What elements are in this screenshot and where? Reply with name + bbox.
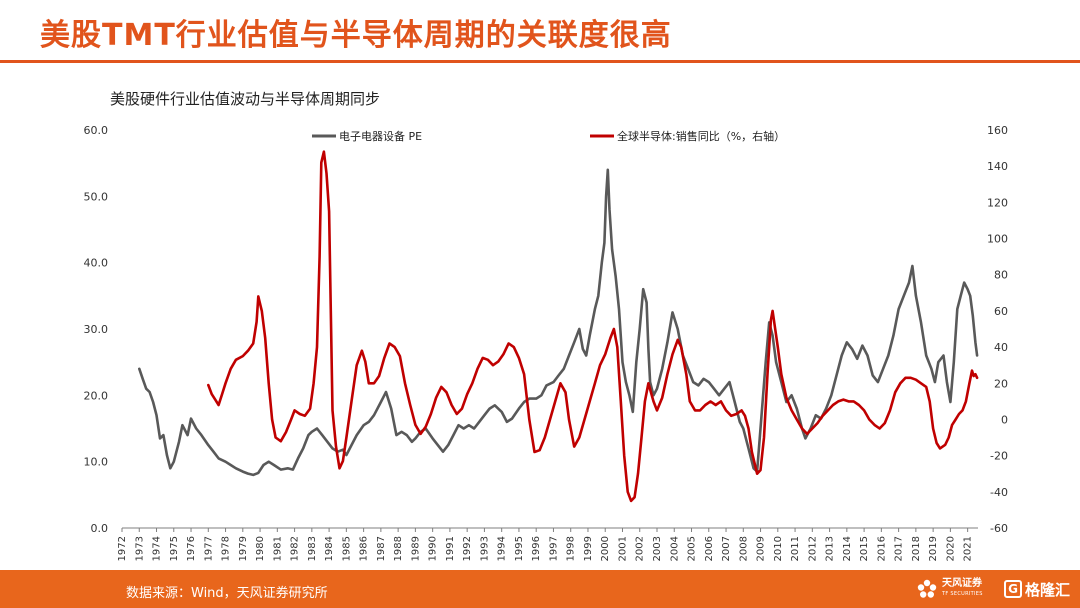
x-tick-label: 1995 — [514, 536, 525, 561]
y-right-tick-label: 80 — [994, 269, 1008, 282]
x-tick-label: 1991 — [445, 536, 456, 561]
y-left-tick-label: 60.0 — [84, 124, 109, 137]
x-tick-label: 2003 — [652, 536, 663, 561]
y-right-tick-label: 160 — [987, 124, 1008, 137]
x-tick-label: 1987 — [376, 536, 387, 561]
x-tick-label: 1985 — [341, 536, 352, 561]
x-tick-label: 1996 — [531, 536, 542, 561]
y-left-tick-label: 0.0 — [91, 522, 109, 535]
x-tick-label: 2021 — [963, 536, 974, 561]
y-right-tick-label: 0 — [1001, 413, 1008, 426]
x-tick-label: 1973 — [134, 536, 145, 561]
x-tick-label: 2016 — [876, 536, 887, 561]
x-tick-label: 1972 — [117, 536, 128, 561]
y-right-tick-label: 40 — [994, 341, 1008, 354]
y-right-tick-label: 140 — [987, 160, 1008, 173]
x-tick-label: 1981 — [272, 536, 283, 561]
tf-securities-logo: 天风证券 TF SECURITIES — [916, 577, 983, 601]
chart: 1972 1973 1974 1975 1976 1977 1978 1979 1980 1981… — [84, 124, 1009, 561]
x-tick-label: 2014 — [842, 536, 853, 561]
y-right-tick-label: -20 — [990, 450, 1008, 463]
y-left-tick-label: 30.0 — [84, 323, 109, 336]
data-source: 数据来源：Wind，天风证券研究所 — [126, 586, 328, 601]
x-tick-label: 1974 — [152, 536, 163, 561]
gelonghui-logo-text: 格隆汇 — [1025, 580, 1071, 599]
x-tick-label: 1983 — [307, 536, 318, 561]
x-tick-label: 1986 — [359, 536, 370, 561]
title-bar: 美股TMT行业估值与半导体周期的关联度很高 — [0, 0, 1080, 63]
y-right-tick-label: 120 — [987, 196, 1008, 209]
y-left-tick-label: 50.0 — [84, 190, 109, 203]
y-right-tick-label: 60 — [994, 305, 1008, 318]
gelonghui-logo: G 格隆汇 — [1004, 578, 1070, 600]
legend-label: 全球半导体:销售同比（%，右轴） — [617, 129, 785, 143]
y-left-tick-label: 20.0 — [84, 389, 109, 402]
x-tick-label: 2004 — [669, 536, 680, 561]
x-tick-label: 1975 — [169, 536, 180, 561]
x-tick-label: 2001 — [617, 536, 628, 561]
x-tick-label: 2013 — [825, 536, 836, 561]
x-tick-label: 1989 — [410, 536, 421, 561]
x-tick-label: 2017 — [894, 536, 905, 561]
legend-label: 电子电器设备 PE — [339, 129, 422, 143]
x-tick-label: 2020 — [945, 536, 956, 561]
title-divider — [0, 60, 1080, 63]
series-line-pe — [138, 168, 979, 477]
series-line-semiconductor — [207, 150, 979, 503]
x-tick-label: 1982 — [290, 536, 301, 561]
x-tick-label: 2002 — [635, 536, 646, 561]
y-right-tick-label: -60 — [990, 522, 1008, 535]
x-tick-label: 1984 — [324, 536, 335, 561]
page-title: 美股TMT行业估值与半导体周期的关联度很高 — [40, 18, 672, 53]
y-left-tick-label: 10.0 — [84, 456, 109, 469]
footer-bar: 数据来源：Wind，天风证券研究所 天风证券 TF SECURITIES G 格… — [0, 570, 1080, 608]
x-tick-label: 1992 — [462, 536, 473, 561]
y-right-tick-label: 100 — [987, 233, 1008, 246]
x-tick-label: 1976 — [186, 536, 197, 561]
x-tick-label: 2011 — [790, 536, 801, 561]
gelonghui-mark-icon: G — [1004, 580, 1022, 598]
x-tick-label: 1980 — [255, 536, 266, 561]
x-tick-label: 1979 — [238, 536, 249, 561]
x-tick-label: 2005 — [687, 536, 698, 561]
x-tick-label: 1988 — [393, 536, 404, 561]
x-tick-label: 1977 — [203, 536, 214, 561]
chart-subtitle: 美股硬件行业估值波动与半导体周期同步 — [110, 90, 381, 108]
x-tick-label: 2007 — [721, 536, 732, 561]
tf-logo-name: 天风证券 — [942, 578, 982, 589]
x-tick-label: 2006 — [704, 536, 715, 561]
x-tick-label: 1990 — [428, 536, 439, 561]
x-tick-label: 2018 — [911, 536, 922, 561]
x-tick-label: 2012 — [807, 536, 818, 561]
y-right-tick-label: -40 — [990, 486, 1008, 499]
x-tick-label: 2015 — [859, 536, 870, 561]
y-right-tick-label: 20 — [994, 377, 1008, 390]
x-tick-label: 1978 — [221, 536, 232, 561]
x-tick-label: 1993 — [479, 536, 490, 561]
x-tick-label: 1997 — [548, 536, 559, 561]
x-tick-label: 2009 — [756, 536, 767, 561]
x-tick-label: 2019 — [928, 536, 939, 561]
x-tick-label: 1994 — [497, 536, 508, 561]
y-left-tick-label: 40.0 — [84, 257, 109, 270]
flower-icon — [917, 579, 937, 598]
x-tick-label: 2010 — [773, 536, 784, 561]
tf-logo-sub: TF SECURITIES — [942, 591, 983, 597]
x-tick-label: 2000 — [600, 536, 611, 561]
x-tick-label: 1998 — [566, 536, 577, 561]
x-tick-label: 2008 — [738, 536, 749, 561]
tf-logo-text: 天风证券 TF SECURITIES — [942, 578, 983, 600]
x-tick-label: 1999 — [583, 536, 594, 561]
